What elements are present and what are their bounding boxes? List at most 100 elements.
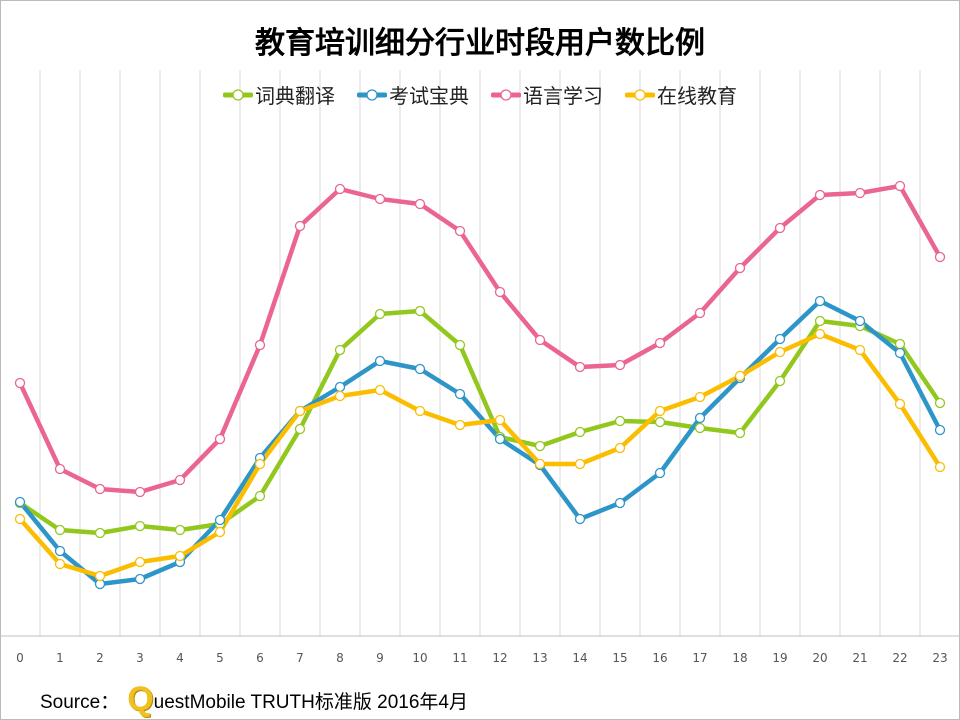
data-point [494,286,506,298]
data-point [254,490,266,502]
legend-marker-icon [491,88,521,101]
legend-item: 在线教育 [625,80,737,109]
questmobile-logo: Q [127,680,154,718]
series-line [18,308,942,536]
data-point [774,222,786,234]
data-point [254,458,266,470]
data-point [854,315,866,327]
data-point [174,474,186,486]
data-point [134,556,146,568]
data-point [734,262,746,274]
data-point [774,346,786,358]
data-point [774,375,786,387]
data-point [134,520,146,532]
data-point [54,545,66,557]
legend-marker-icon [223,88,253,101]
x-tick-label: 0 [16,651,24,665]
x-tick-label: 8 [336,651,344,665]
data-point [534,334,546,346]
data-point [814,295,826,307]
data-point [694,391,706,403]
legend-marker-icon [625,88,655,101]
data-point [814,189,826,201]
data-point [14,496,26,508]
legend-item: 词典翻译 [223,80,335,109]
x-tick-label: 14 [572,651,587,665]
x-tick-label: 21 [852,651,867,665]
x-tick-label: 9 [376,651,384,665]
data-point [894,347,906,359]
data-point [934,461,946,473]
data-point [654,337,666,349]
x-tick-label: 18 [732,651,747,665]
legend-label: 词典翻译 [255,84,335,108]
data-point [574,361,586,373]
data-point [534,458,546,470]
data-point [94,483,106,495]
data-point [174,524,186,536]
data-point [614,497,626,509]
data-point [214,514,226,526]
legend-label: 考试宝典 [389,84,469,108]
data-point [934,397,946,409]
data-point [134,573,146,585]
data-point [254,339,266,351]
data-point [934,424,946,436]
legend-label: 在线教育 [657,84,737,108]
data-point [334,183,346,195]
legend-label: 语言学习 [523,84,603,108]
x-tick-label: 3 [136,651,144,665]
data-point [654,416,666,428]
x-tick-label: 10 [412,651,427,665]
data-point [814,328,826,340]
source-prefix: Source： [40,692,120,713]
x-tick-label: 1 [56,651,64,665]
data-point [774,333,786,345]
source-text: uestMobile TRUTH标准版 2016年4月 [153,692,468,713]
data-point [894,180,906,192]
series-line [18,298,942,587]
x-tick-label: 4 [176,651,184,665]
data-point [734,427,746,439]
data-point [454,339,466,351]
data-point [14,377,26,389]
data-point [614,415,626,427]
data-point [814,315,826,327]
data-point [454,388,466,400]
data-point [14,513,26,525]
legend-item: 语言学习 [491,80,603,109]
data-point [94,527,106,539]
data-point [374,355,386,367]
legend-marker-icon [357,88,387,101]
data-point [294,405,306,417]
data-point [654,405,666,417]
x-tick-label: 15 [612,651,627,665]
data-point [54,524,66,536]
data-point [614,442,626,454]
data-point [54,558,66,570]
data-point [374,384,386,396]
series-line [17,183,942,495]
data-point [654,467,666,479]
x-tick-label: 23 [932,651,947,665]
x-tick-label: 12 [492,651,507,665]
data-point [574,513,586,525]
data-point [854,344,866,356]
x-tick-label: 7 [296,651,304,665]
data-point [694,412,706,424]
data-point [534,440,546,452]
legend-item: 考试宝典 [357,80,469,109]
data-point [574,426,586,438]
x-tick-label: 2 [96,651,104,665]
x-tick-label: 13 [532,651,547,665]
data-point [294,423,306,435]
data-point [854,187,866,199]
series-line [18,331,942,579]
x-tick-label: 17 [692,651,707,665]
x-tick-label: 16 [652,651,667,665]
data-point [334,390,346,402]
data-point [894,338,906,350]
data-point [494,433,506,445]
data-point [374,193,386,205]
data-point [414,305,426,317]
